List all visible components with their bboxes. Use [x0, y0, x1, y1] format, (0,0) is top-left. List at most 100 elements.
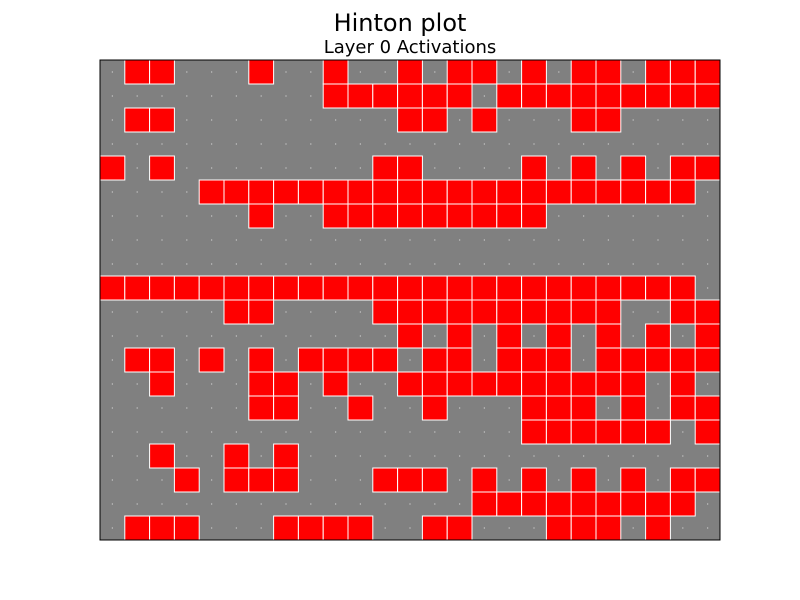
hinton-cell-inactive	[558, 455, 560, 457]
hinton-cell-active	[248, 203, 275, 229]
hinton-cell-inactive	[682, 527, 684, 529]
hinton-cell-inactive	[335, 455, 337, 457]
hinton-cell-inactive	[235, 263, 237, 265]
hinton-cell-active	[545, 83, 572, 109]
hinton-cell-inactive	[657, 239, 659, 241]
hinton-cell-inactive	[211, 311, 213, 313]
hinton-cell-active	[545, 491, 572, 517]
hinton-cell-inactive	[186, 455, 188, 457]
hinton-cell-inactive	[508, 167, 510, 169]
hinton-cell-inactive	[310, 239, 312, 241]
hinton-cell-active	[99, 275, 126, 301]
hinton-cell-active	[273, 179, 299, 205]
hinton-cell-inactive	[285, 119, 287, 121]
hinton-cell-inactive	[211, 503, 213, 505]
hinton-cell-inactive	[161, 479, 163, 481]
hinton-cell-inactive	[161, 215, 163, 217]
hinton-cell-inactive	[657, 383, 659, 385]
hinton-cell-active	[397, 83, 423, 109]
hinton-cell-inactive	[434, 503, 436, 505]
hinton-cell-active	[521, 467, 547, 493]
hinton-cell-inactive	[136, 503, 138, 505]
hinton-cell-active	[149, 59, 175, 85]
hinton-cell-active	[372, 275, 399, 301]
hinton-cell-inactive	[111, 407, 113, 409]
hinton-cell-inactive	[434, 167, 436, 169]
hinton-cell-inactive	[384, 239, 386, 241]
hinton-cell-inactive	[607, 215, 609, 217]
hinton-cell-inactive	[335, 311, 337, 313]
hinton-cell-inactive	[359, 119, 361, 121]
hinton-cell-active	[223, 179, 250, 205]
hinton-cell-active	[545, 371, 572, 397]
hinton-cell-active	[471, 179, 498, 205]
hinton-cell-active	[694, 419, 721, 445]
hinton-cell-inactive	[607, 407, 609, 409]
hinton-cell-inactive	[434, 263, 436, 265]
hinton-cell-active	[471, 467, 498, 493]
axes-frame	[99, 59, 721, 541]
hinton-cell-active	[570, 467, 597, 493]
hinton-cell-active	[595, 419, 622, 445]
hinton-cell-active	[620, 347, 647, 373]
hinton-cell-active	[124, 59, 151, 85]
hinton-cell-inactive	[558, 167, 560, 169]
hinton-cell-inactive	[235, 215, 237, 217]
hinton-cell-inactive	[111, 455, 113, 457]
hinton-cell-active	[322, 515, 349, 541]
hinton-cell-inactive	[682, 215, 684, 217]
hinton-cell-active	[595, 107, 622, 133]
hinton-cell-inactive	[186, 143, 188, 145]
hinton-cell-inactive	[111, 311, 113, 313]
hinton-cell-inactive	[186, 167, 188, 169]
hinton-cell-inactive	[335, 119, 337, 121]
hinton-cell-active	[521, 83, 547, 109]
hinton-cell-active	[372, 179, 399, 205]
hinton-cell-inactive	[285, 71, 287, 73]
hinton-cell-inactive	[707, 263, 709, 265]
hinton-cell-inactive	[384, 503, 386, 505]
hinton-cell-inactive	[161, 143, 163, 145]
hinton-cell-active	[669, 59, 696, 85]
hinton-cell-inactive	[533, 335, 535, 337]
hinton-cell-inactive	[384, 71, 386, 73]
hinton-cell-inactive	[508, 527, 510, 529]
hinton-cell-active	[694, 347, 721, 373]
hinton-cell-inactive	[632, 455, 634, 457]
hinton-cell-active	[372, 155, 399, 181]
hinton-cell-active	[149, 443, 175, 469]
hinton-cell-inactive	[111, 263, 113, 265]
hinton-cell-active	[124, 347, 151, 373]
hinton-cell-inactive	[583, 239, 585, 241]
hinton-cell-inactive	[434, 143, 436, 145]
hinton-cell-inactive	[682, 455, 684, 457]
hinton-cell-inactive	[409, 431, 411, 433]
hinton-cell-inactive	[260, 431, 262, 433]
hinton-cell-active	[198, 275, 225, 301]
hinton-cell-inactive	[235, 527, 237, 529]
hinton-cell-inactive	[310, 455, 312, 457]
hinton-cell-inactive	[335, 263, 337, 265]
hinton-cell-inactive	[161, 191, 163, 193]
hinton-cell-active	[521, 299, 547, 325]
hinton-cell-inactive	[359, 431, 361, 433]
hinton-cell-inactive	[285, 311, 287, 313]
hinton-cell-active	[397, 467, 423, 493]
hinton-cell-active	[521, 419, 547, 445]
hinton-cell-inactive	[186, 191, 188, 193]
hinton-cell-active	[645, 347, 671, 373]
hinton-cell-active	[397, 203, 423, 229]
hinton-cell-inactive	[483, 95, 485, 97]
hinton-cell-inactive	[459, 455, 461, 457]
hinton-cell-inactive	[211, 167, 213, 169]
hinton-cell-inactive	[632, 311, 634, 313]
hinton-cell-inactive	[409, 143, 411, 145]
hinton-cell-active	[347, 83, 374, 109]
hinton-cell-active	[421, 107, 448, 133]
hinton-cell-active	[669, 371, 696, 397]
hinton-cell-inactive	[310, 407, 312, 409]
hinton-cell-active	[545, 275, 572, 301]
hinton-cell-inactive	[186, 215, 188, 217]
hinton-cell-active	[521, 203, 547, 229]
hinton-cell-inactive	[384, 407, 386, 409]
